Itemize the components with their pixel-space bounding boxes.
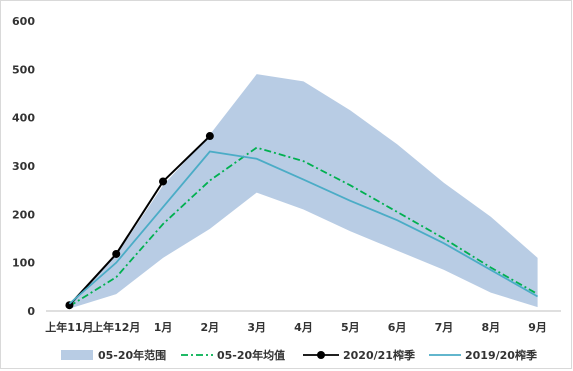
y-tick-label-0: 0	[27, 305, 35, 318]
y-tick-label-300: 300	[12, 160, 35, 173]
x-tick-label-0: 上年11月	[45, 320, 93, 334]
range-band-layer	[69, 74, 538, 309]
x-tick-label-4: 3月	[247, 321, 266, 334]
x-tick-label-1: 上年12月	[92, 320, 140, 334]
series-point-1-2	[159, 177, 168, 186]
x-tick-label-5: 4月	[294, 321, 313, 334]
legend: 05-20年范围 05-20年均值 2020/21榨季 2019/20榨季	[61, 348, 538, 362]
legend-swatch-range-band	[61, 350, 93, 360]
legend-label-series-0: 05-20年均值	[217, 348, 285, 362]
series-line-1	[68, 135, 211, 306]
legend-marker-series-1	[317, 351, 325, 359]
range-band-area	[69, 74, 538, 309]
y-tick-label-200: 200	[12, 208, 35, 221]
x-tick-label-7: 6月	[388, 321, 407, 334]
x-tick-label-6: 5月	[341, 321, 360, 334]
y-tick-label-600: 600	[12, 15, 35, 28]
x-tick-label-9: 8月	[481, 321, 500, 334]
x-tick-label-8: 7月	[435, 321, 454, 334]
x-tick-label-2: 1月	[154, 321, 173, 334]
series-line-0	[68, 146, 539, 307]
y-tick-label-500: 500	[12, 63, 35, 76]
series-point-1-0	[65, 301, 74, 310]
y-tick-label-100: 100	[12, 257, 35, 270]
legend-label-series-1: 2020/21榨季	[343, 348, 416, 362]
legend-label-series-2: 2019/20榨季	[465, 348, 538, 362]
series-point-1-3	[205, 132, 214, 141]
x-tick-label-10: 9月	[528, 321, 547, 334]
series-point-1-1	[112, 249, 121, 258]
y-tick-label-400: 400	[12, 112, 35, 125]
x-tick-label-3: 2月	[201, 321, 220, 334]
series-layer	[65, 132, 539, 310]
series-line-2	[68, 150, 539, 305]
legend-label-range-band: 05-20年范围	[98, 348, 166, 362]
